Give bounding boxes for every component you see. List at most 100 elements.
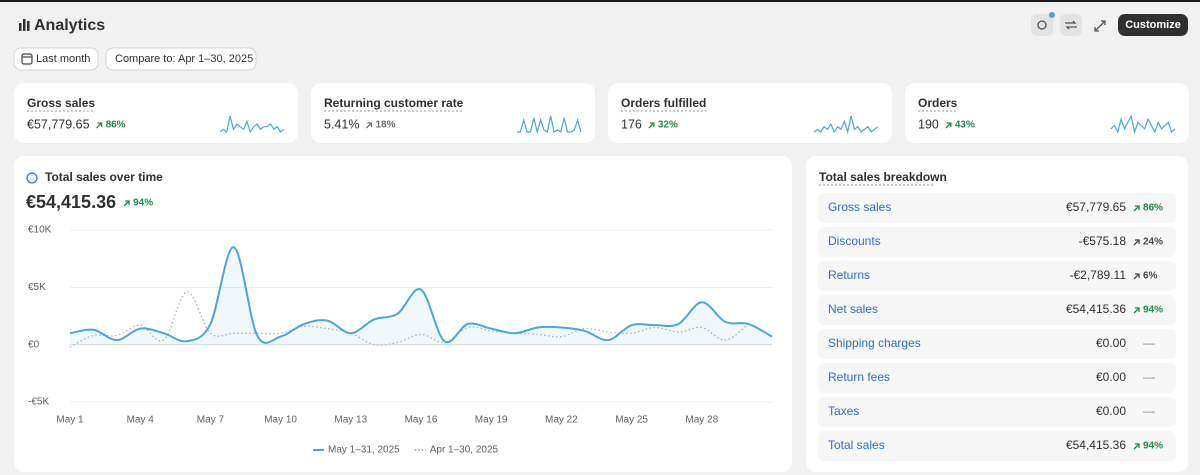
card-label: Gross sales	[27, 96, 95, 110]
chart-total: €54,415.36	[26, 192, 116, 212]
x-tick-label: May 19	[475, 415, 508, 426]
filter-label[interactable]: Compare to: Apr 1–30, 2025	[115, 53, 253, 65]
trend-arrow	[96, 122, 103, 129]
row-change: —	[1143, 370, 1155, 384]
series-line	[69, 246, 773, 344]
metric-cards: Gross sales €57,779.65 86% Returning custom…	[14, 83, 1189, 143]
legend-label: Apr 1–30, 2025	[430, 445, 499, 456]
sparkline	[517, 115, 582, 135]
breakdown-row: Discounts -€575.18 24%	[818, 227, 1176, 257]
change-value: 94%	[1143, 305, 1163, 316]
breakdown-row: Gross sales €57,779.65 86%	[818, 193, 1176, 223]
y-tick-label: €0	[28, 339, 40, 350]
card-bg	[608, 83, 892, 143]
trend-arrow	[1133, 443, 1140, 450]
change-value: 6%	[1143, 271, 1158, 282]
change-value: 24%	[1143, 237, 1163, 248]
x-tick-label: May 28	[685, 415, 718, 426]
row-value: -€2,789.11	[1070, 268, 1127, 282]
change-value: 32%	[658, 120, 678, 131]
x-tick-label: May 16	[405, 415, 438, 426]
metric-card: Returning customer rate 5.41% 18%	[311, 83, 595, 143]
row-bg	[818, 363, 1176, 393]
breakdown-row: Net sales €54,415.36 94%	[818, 295, 1176, 325]
customize-label[interactable]: Customize	[1125, 19, 1181, 31]
icon-button[interactable]	[1060, 14, 1082, 36]
metric-card: Orders 190 43%	[905, 83, 1189, 143]
breakdown-rows: Gross sales €57,779.65 86% Discounts -€575.1…	[818, 193, 1176, 461]
trend-arrow	[1133, 307, 1140, 314]
row-bg	[818, 431, 1176, 461]
card-value: €57,779.65	[27, 117, 90, 131]
change-value: 94%	[133, 198, 153, 209]
filter-button[interactable]: Last month	[13, 47, 99, 71]
y-tick-label: -€5K	[28, 397, 49, 408]
row-value: €0.00	[1096, 336, 1126, 350]
breakdown-row: Taxes €0.00 —	[818, 397, 1176, 427]
card-bg	[14, 83, 298, 143]
x-tick-label: May 13	[334, 415, 367, 426]
legend-label: May 1–31, 2025	[328, 445, 400, 456]
trend-arrow	[1133, 239, 1140, 246]
sparkline	[1110, 114, 1176, 135]
row-bg	[818, 193, 1176, 223]
change-value: 94%	[1143, 441, 1163, 452]
customize-button[interactable]: Customize	[1118, 14, 1188, 36]
row-label[interactable]: Discounts	[828, 234, 881, 248]
sparkline	[813, 115, 879, 135]
row-bg	[818, 397, 1176, 427]
trend-arrow	[648, 122, 655, 129]
row-label[interactable]: Taxes	[828, 404, 859, 418]
trend-arrow	[365, 122, 373, 129]
trend-arrow	[123, 200, 130, 207]
change-value: 86%	[106, 120, 126, 131]
row-label[interactable]: Gross sales	[828, 200, 891, 214]
x-tick-label: May 7	[197, 415, 225, 426]
filter-button[interactable]: Compare to: Apr 1–30, 2025	[105, 47, 257, 71]
y-tick-label: €10K	[28, 225, 52, 236]
row-bg	[818, 261, 1176, 291]
chart-title: Total sales over time	[45, 170, 163, 184]
y-tick-label: €5K	[28, 282, 46, 293]
icon-button[interactable]	[1031, 12, 1055, 36]
line-chart: -€5K €0 €5K €10K May 1 May 4 May 7 May 10 May 13…	[28, 225, 773, 456]
series-area	[70, 247, 772, 345]
x-tick-label: May 1	[56, 415, 84, 426]
series-line	[69, 291, 749, 348]
row-bg	[818, 295, 1176, 325]
metric-card: Orders fulfilled 176 32%	[608, 83, 892, 143]
breakdown-row: Total sales €54,415.36 94%	[818, 431, 1176, 461]
breakdown-row: Returns -€2,789.11 6%	[818, 261, 1176, 291]
card-label: Orders	[918, 96, 958, 110]
filter-label[interactable]: Last month	[36, 53, 90, 65]
card-value: 176	[621, 117, 642, 131]
sparkline	[219, 115, 285, 134]
breakdown-title: Total sales breakdown	[819, 170, 947, 184]
row-value: €57,779.65	[1066, 200, 1126, 214]
icon-button[interactable]	[1089, 14, 1111, 36]
trend-arrow	[1133, 205, 1140, 212]
page-title: Analytics	[34, 17, 105, 34]
row-value: -€575.18	[1079, 234, 1127, 248]
row-bg	[818, 329, 1176, 359]
change-value: 18%	[375, 120, 395, 131]
row-value: €54,415.36	[1066, 438, 1126, 452]
row-label[interactable]: Net sales	[828, 302, 878, 316]
x-tick-label: May 4	[127, 415, 155, 426]
breakdown-row: Shipping charges €0.00 —	[818, 329, 1176, 359]
row-value: €0.00	[1096, 404, 1126, 418]
row-label[interactable]: Returns	[828, 268, 870, 282]
row-label[interactable]: Total sales	[828, 438, 885, 452]
top-edge	[0, 0, 1200, 2]
card-bg	[905, 83, 1189, 143]
change-value: 43%	[955, 120, 975, 131]
analytics-icon	[19, 19, 30, 31]
row-label[interactable]: Shipping charges	[828, 336, 921, 350]
row-label[interactable]: Return fees	[828, 370, 890, 384]
x-tick-label: May 22	[545, 415, 578, 426]
card-bg	[311, 83, 595, 143]
row-value: €54,415.36	[1066, 302, 1126, 316]
x-tick-label: May 10	[264, 415, 297, 426]
row-change: —	[1143, 336, 1155, 350]
